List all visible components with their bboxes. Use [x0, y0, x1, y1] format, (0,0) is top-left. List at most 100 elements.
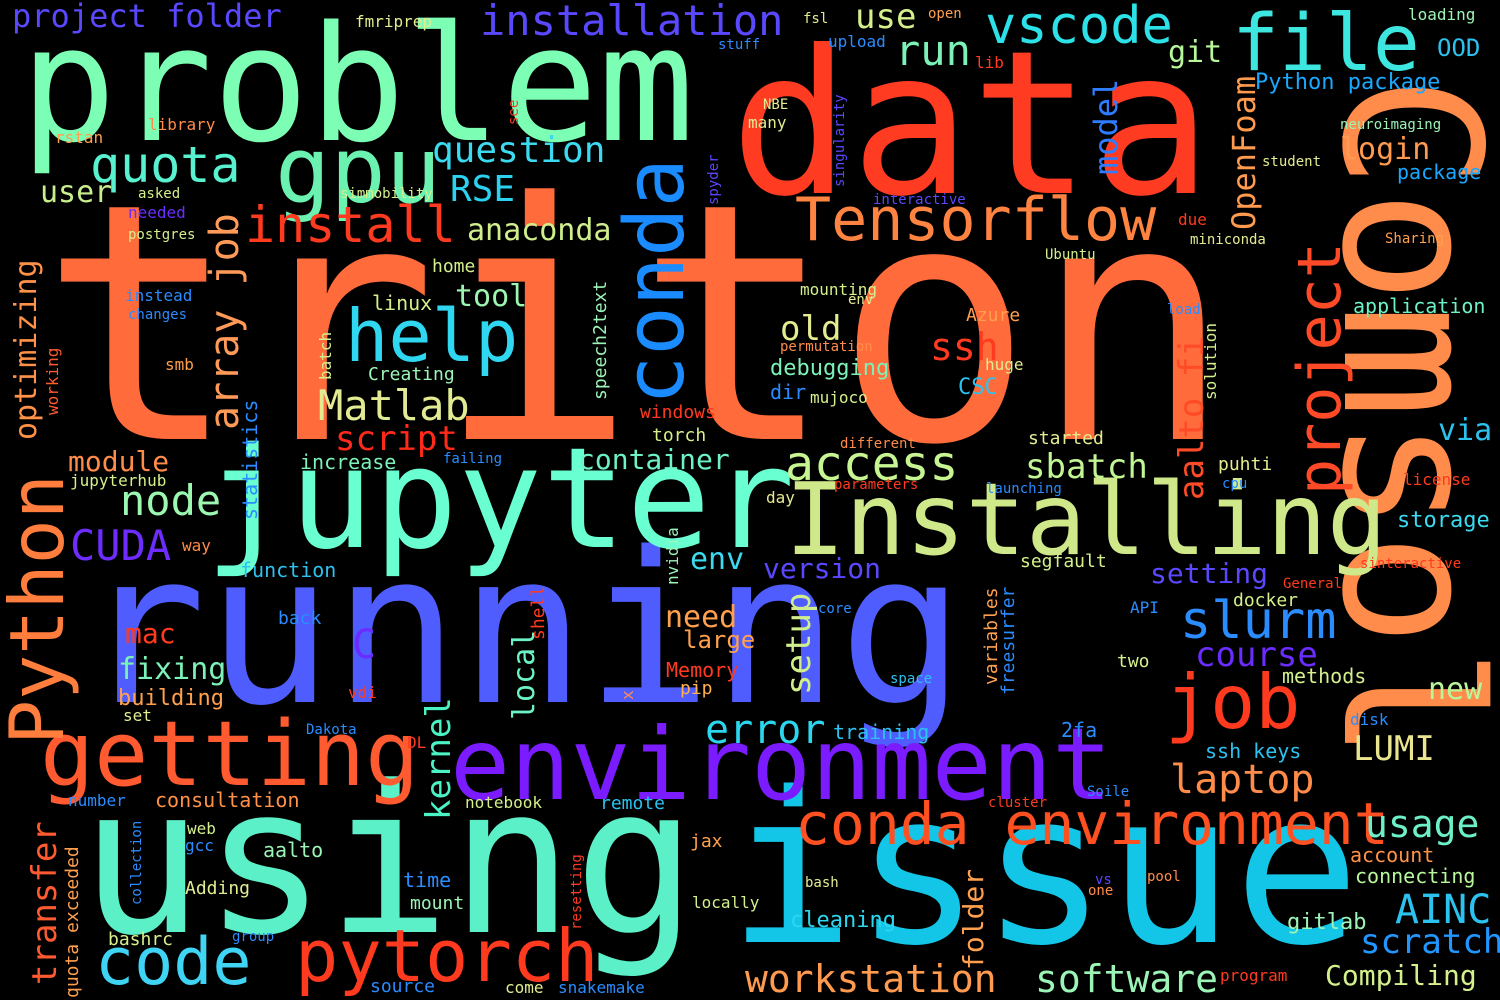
- word: lib: [975, 53, 1004, 72]
- word: scratch: [1360, 922, 1500, 962]
- word: many: [748, 113, 787, 132]
- word: linux: [372, 291, 433, 315]
- word: segfault: [1020, 551, 1107, 572]
- word: API: [1130, 598, 1159, 617]
- word: DL: [407, 733, 427, 752]
- word: new: [1428, 672, 1483, 707]
- word: vscode: [985, 0, 1173, 56]
- word: conda: [608, 158, 703, 405]
- word: snakemake: [558, 978, 645, 997]
- word: disk: [1350, 710, 1389, 729]
- word: fmriprep: [355, 12, 433, 31]
- word: module: [68, 445, 170, 478]
- word: space: [890, 671, 933, 687]
- word: gpu: [275, 117, 442, 224]
- word: Installing: [785, 461, 1388, 578]
- word: running: [80, 507, 966, 752]
- word: notebook: [465, 793, 543, 812]
- word: triton: [40, 133, 1233, 517]
- word: time: [403, 868, 452, 892]
- word: collection: [129, 820, 145, 905]
- word: miniconda: [1190, 232, 1266, 248]
- word: fsl: [803, 11, 829, 27]
- word: loading: [1408, 5, 1476, 24]
- word: cluster: [988, 795, 1048, 811]
- word: load: [1167, 302, 1201, 318]
- word: help: [345, 294, 519, 378]
- word: launching: [986, 481, 1062, 497]
- word: web: [187, 819, 216, 838]
- word: env: [690, 542, 745, 577]
- word: CSC: [958, 375, 998, 400]
- word: jupyterhub: [70, 471, 167, 490]
- word: using: [80, 743, 698, 981]
- word: neuroimaging: [1340, 117, 1442, 133]
- word: docker: [1233, 590, 1299, 611]
- word: git: [1168, 35, 1223, 70]
- word: working: [43, 347, 62, 415]
- word: ssh keys: [1205, 739, 1302, 763]
- word: rstan: [55, 128, 104, 147]
- word: course: [1195, 635, 1318, 675]
- word: quota exceeded: [62, 846, 83, 998]
- word: x: [618, 690, 637, 700]
- word: pip: [680, 678, 713, 699]
- word: bashrc: [108, 929, 174, 950]
- word: project folder: [12, 0, 282, 35]
- word: nvidia: [663, 527, 682, 585]
- word: Compiling: [1325, 959, 1477, 992]
- word: locally: [692, 893, 760, 912]
- word: program: [1220, 966, 1288, 985]
- word: env: [848, 292, 874, 308]
- word: changes: [128, 307, 188, 323]
- word: training: [833, 720, 930, 744]
- word: tool: [455, 279, 528, 314]
- word: failing: [443, 451, 503, 467]
- word: file: [1232, 0, 1420, 89]
- word: version: [763, 552, 882, 585]
- word: connecting: [1355, 864, 1476, 888]
- word: sbatch: [1025, 447, 1148, 487]
- word: see: [506, 99, 522, 125]
- word: library: [148, 115, 216, 134]
- word: mounting: [800, 280, 878, 299]
- word: environment: [450, 706, 1113, 823]
- word: local: [507, 629, 542, 720]
- word: upload: [828, 32, 886, 51]
- word: setting: [1150, 557, 1269, 590]
- word: mujoco: [810, 388, 868, 407]
- word: data: [730, 8, 1212, 241]
- word: started: [1028, 428, 1104, 449]
- word: Azure: [966, 305, 1021, 326]
- word: freesurfer: [998, 586, 1019, 695]
- word: folder: [957, 868, 990, 970]
- word: different: [840, 436, 916, 452]
- word: question: [432, 130, 606, 171]
- word: sinteractive: [1360, 556, 1462, 572]
- word: vdi: [348, 683, 377, 702]
- word: vs: [1095, 872, 1112, 888]
- word: bash: [805, 875, 839, 891]
- word: project: [1285, 242, 1355, 495]
- word: problem: [20, 0, 695, 178]
- word: package: [1397, 160, 1482, 184]
- word: mac: [125, 617, 176, 650]
- word: postgres: [128, 227, 196, 243]
- word: slurm: [1180, 591, 1337, 651]
- word: Python package: [1255, 70, 1441, 95]
- word: solution: [1201, 322, 1220, 400]
- word: spyder: [706, 154, 722, 205]
- word: number: [68, 791, 126, 810]
- word: statistics: [238, 399, 262, 520]
- word: aalto: [263, 838, 324, 862]
- word: laptop: [1170, 757, 1315, 803]
- word: day: [766, 488, 795, 507]
- word: core: [818, 601, 852, 617]
- word: run: [895, 26, 971, 75]
- word: increase: [300, 450, 397, 474]
- word: interactive: [873, 192, 966, 208]
- word: workstation: [745, 957, 997, 1000]
- word: gcc: [185, 836, 214, 855]
- word: need: [665, 600, 738, 635]
